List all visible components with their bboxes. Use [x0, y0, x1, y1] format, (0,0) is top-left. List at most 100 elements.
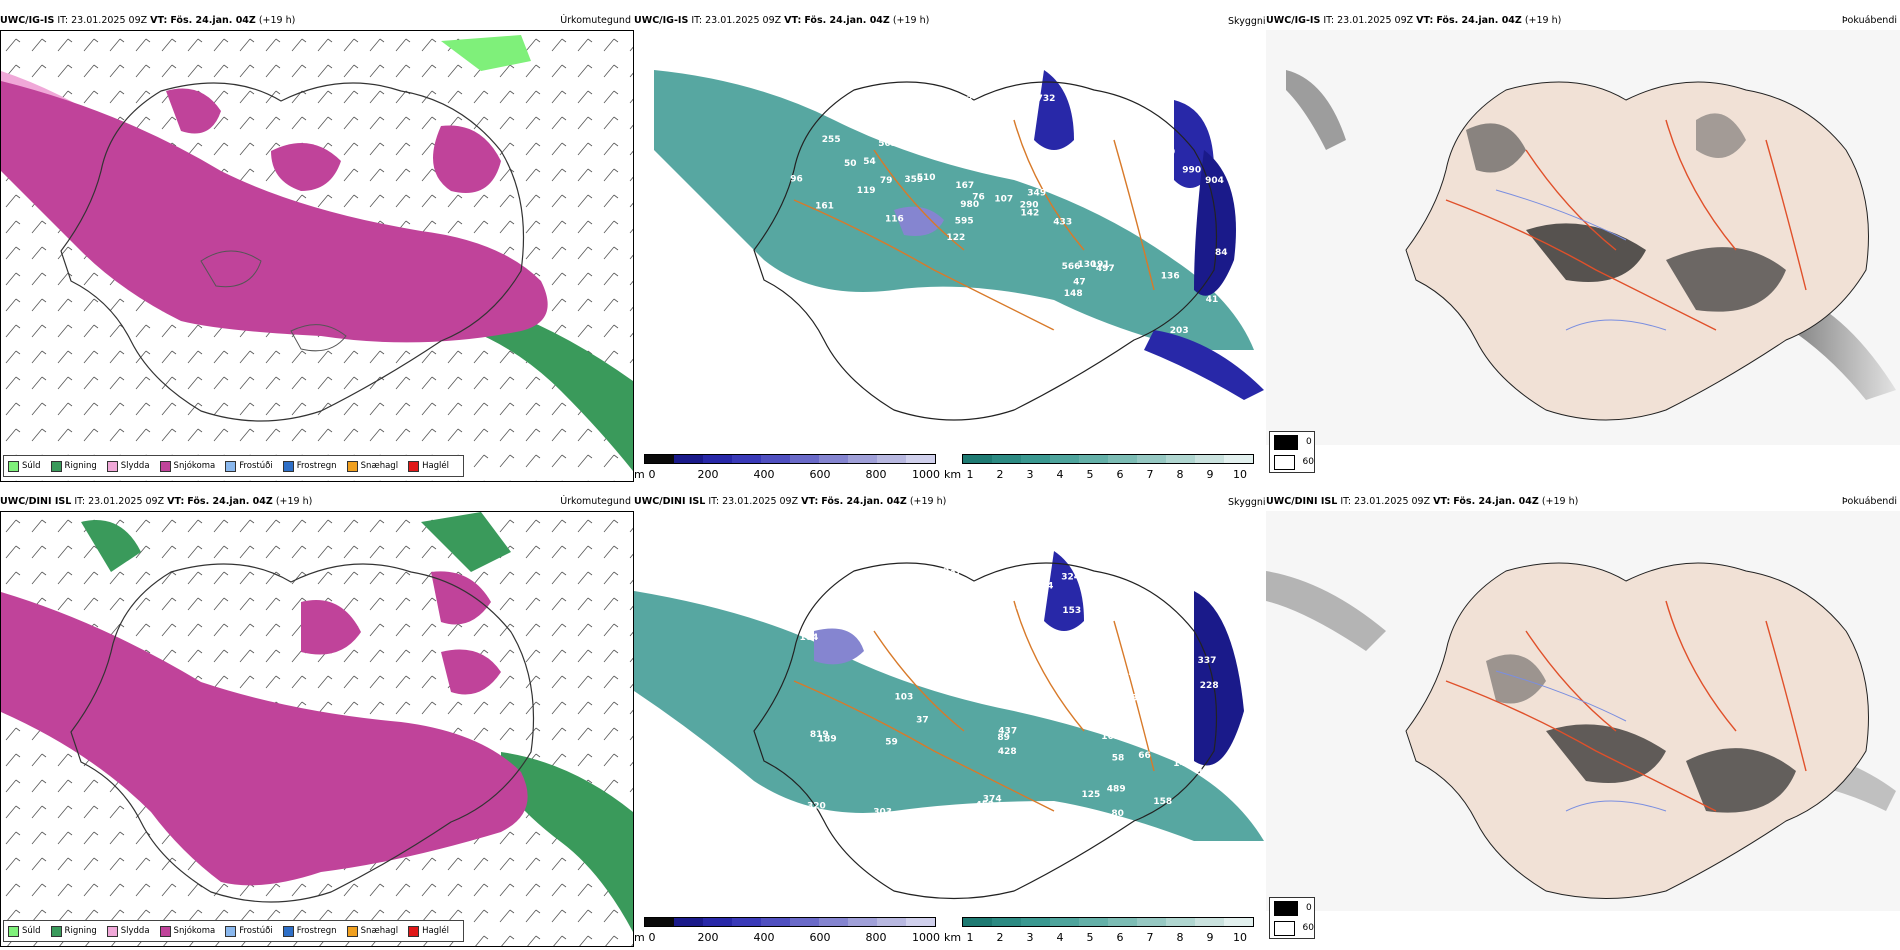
precip-legend: Súld Rigning Slydda Snjókoma Frostúði Fr… — [3, 455, 465, 477]
legend-swatch — [50, 925, 62, 937]
colorbar-segment — [848, 918, 877, 926]
legend-item: Snjókoma — [159, 460, 215, 472]
cloud-base-label: 79 — [1094, 656, 1107, 666]
cloud-base-label: 126 — [911, 347, 930, 357]
legend-item: Slydda — [106, 925, 150, 937]
cloud-base-label: 127 — [1048, 842, 1067, 852]
colorbar-segment — [645, 455, 674, 463]
cloud-base-label: 269 — [1082, 860, 1101, 870]
colorbar-segment — [992, 455, 1021, 463]
legend-swatch — [282, 460, 294, 472]
colorbar-tick: 800 — [865, 468, 887, 481]
cloud-base-label: 54 — [1041, 581, 1054, 591]
fog-legend: 0 60 — [1269, 897, 1315, 939]
legend-item: Snjókoma — [159, 925, 215, 937]
cloud-base-label: 433 — [1053, 218, 1072, 228]
colorbar-segment — [674, 455, 703, 463]
cloud-base-label: 158 — [1153, 797, 1172, 807]
cloud-base-label: 158 — [925, 570, 944, 580]
legend-swatch — [282, 925, 294, 937]
cloud-base-label: 934 — [910, 809, 929, 819]
legend-swatch — [1274, 920, 1295, 936]
cloud-base-label: 54 — [863, 157, 876, 167]
cloud-base-label: 167 — [955, 181, 974, 191]
legend-swatch — [1274, 900, 1298, 916]
colorbar-strip — [962, 454, 1254, 464]
cloud-base-label: 925 — [1015, 801, 1034, 811]
colorbar-segment — [819, 918, 848, 926]
colorbar-unit: km — [944, 468, 962, 481]
cloud-base-label: 405 — [948, 851, 967, 861]
colorbar-tick: 600 — [809, 468, 831, 481]
colorbar-tick: 10 — [1233, 931, 1247, 944]
cloud-base-label: 79 — [880, 176, 893, 186]
cloud-base-label: 240 — [908, 601, 927, 611]
colorbar-segment — [790, 918, 819, 926]
cloud-base-label: 421 — [881, 298, 900, 308]
panel-variable-name: Þokuábendi — [1841, 15, 1897, 26]
panel-variable-name: Úrkomutegund — [560, 496, 631, 507]
cloud-base-label: 39 — [1132, 694, 1145, 704]
cloud-panel-row1: UWC/IG-IS IT: 23.01.2025 09Z VT: Fös. 24… — [634, 14, 1266, 484]
legend-swatch — [50, 460, 62, 472]
cloud-base-label: 58 — [1112, 754, 1125, 764]
cloud-base-label: 150 — [1137, 837, 1156, 847]
fog-legend-row: 0 — [1270, 898, 1314, 918]
cloud-base-label: 203 — [942, 838, 961, 848]
cloud-base-label: 169 — [1101, 732, 1120, 742]
colorbar-segment — [963, 455, 992, 463]
colorbar-strip — [644, 917, 936, 927]
cloud-base-label: 103 — [863, 317, 882, 327]
colorbar-segment — [1195, 455, 1224, 463]
cloud-base-label: 555 — [963, 330, 982, 340]
colorbar-tick: 3 — [1026, 468, 1034, 481]
cloud-base-label: 255 — [822, 135, 841, 145]
precip-map: Súld Rigning Slydda Snjókoma Frostúði Fr… — [0, 30, 634, 482]
legend-swatch — [1274, 434, 1298, 450]
cloud-base-label: 142 — [1021, 209, 1040, 219]
panel-title: UWC/DINI ISL IT: 23.01.2025 09Z VT: Fös.… — [634, 496, 947, 507]
cloud-base-label: 140 — [1156, 147, 1175, 157]
cloud-base-label: 209 — [919, 587, 938, 597]
legend-swatch — [1274, 454, 1295, 470]
cloud-base-visibility-map: 158 337 288 209 32 934 487 228 104 316 405 320 296 24… — [634, 511, 1266, 911]
cloud-base-label: 296 — [850, 619, 869, 629]
legend-item: Haglél — [408, 925, 449, 937]
legend-item: Haglél — [408, 460, 449, 472]
colorbar-segment — [906, 918, 935, 926]
colorbar-tick: 8 — [1176, 931, 1184, 944]
colorbar-segment — [1224, 455, 1253, 463]
colorbar-tick: 600 — [809, 931, 831, 944]
colorbar-tick: 2 — [996, 468, 1004, 481]
cloud-base-label: 49 — [979, 84, 992, 94]
cloud-base-label: 452 — [1018, 597, 1037, 607]
colorbar-tick: 6 — [1116, 931, 1124, 944]
cloud-base-label: 76 — [1000, 340, 1013, 350]
colorbar-segment — [877, 455, 906, 463]
cloud-base-label: 125 — [1082, 790, 1101, 800]
precip-legend: Súld Rigning Slydda Snjókoma Frostúði Fr… — [3, 920, 465, 942]
fog-panel-row2: UWC/DINI ISL IT: 23.01.2025 09Z VT: Fös.… — [1266, 495, 1900, 947]
cloud-base-label: 66 — [1138, 751, 1151, 761]
cloud-base-label: 819 — [810, 730, 829, 740]
cloud-base-label: 346 — [1128, 668, 1147, 678]
colorbar-segment — [645, 918, 674, 926]
cloud-base-label: 288 — [1013, 654, 1032, 664]
cloud-base-label: 153 — [1062, 606, 1081, 616]
cloud-base-label: 349 — [1027, 189, 1046, 199]
cloud-base-label: 104 — [800, 633, 819, 643]
legend-item: Frostúði — [225, 925, 273, 937]
cloud-base-label: 503 — [878, 139, 897, 149]
cloud-base-label: 59 — [885, 738, 898, 748]
legend-swatch — [346, 460, 358, 472]
cloud-base-visibility-map: 161 122 91 371 500 293 510 289 402 349 497 255 93 566… — [634, 30, 1266, 445]
cloud-base-label: 510 — [917, 173, 936, 183]
cloud-base-label: 904 — [1205, 176, 1224, 186]
colorbar-tick: 2 — [996, 931, 1004, 944]
cloud-base-label: 337 — [1198, 656, 1217, 666]
panel-title: UWC/IG-IS IT: 23.01.2025 09Z VT: Fös. 24… — [634, 15, 930, 26]
colorbar-segment — [732, 918, 761, 926]
colorbar-segment — [1079, 918, 1108, 926]
cloud-base-label: 384 — [1165, 681, 1184, 691]
cloud-base-label: 404 — [884, 607, 903, 617]
